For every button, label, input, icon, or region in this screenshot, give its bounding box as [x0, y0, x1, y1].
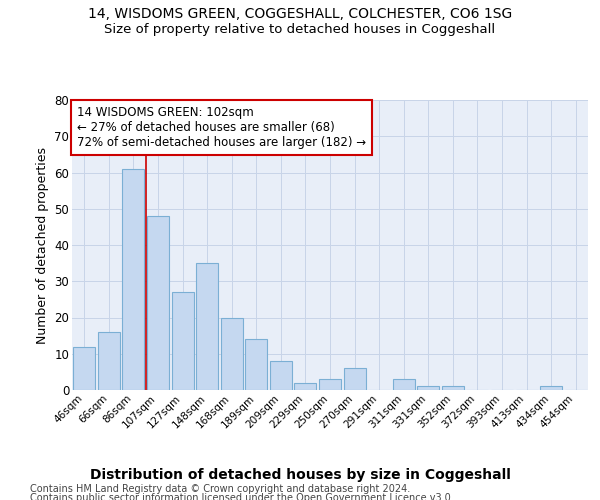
Text: Contains public sector information licensed under the Open Government Licence v3: Contains public sector information licen… — [30, 493, 454, 500]
Bar — [147, 216, 169, 390]
Bar — [122, 169, 145, 390]
Bar — [295, 383, 316, 390]
Bar — [98, 332, 120, 390]
Bar — [540, 386, 562, 390]
Bar — [344, 368, 365, 390]
Text: Distribution of detached houses by size in Coggeshall: Distribution of detached houses by size … — [89, 468, 511, 481]
Bar — [196, 263, 218, 390]
Bar — [319, 379, 341, 390]
Text: Contains HM Land Registry data © Crown copyright and database right 2024.: Contains HM Land Registry data © Crown c… — [30, 484, 410, 494]
Bar — [245, 339, 268, 390]
Text: Size of property relative to detached houses in Coggeshall: Size of property relative to detached ho… — [104, 22, 496, 36]
Bar — [73, 346, 95, 390]
Bar — [172, 292, 194, 390]
Y-axis label: Number of detached properties: Number of detached properties — [36, 146, 49, 344]
Text: 14, WISDOMS GREEN, COGGESHALL, COLCHESTER, CO6 1SG: 14, WISDOMS GREEN, COGGESHALL, COLCHESTE… — [88, 8, 512, 22]
Bar — [417, 386, 439, 390]
Bar — [221, 318, 243, 390]
Bar — [270, 361, 292, 390]
Bar — [442, 386, 464, 390]
Bar — [392, 379, 415, 390]
Text: 14 WISDOMS GREEN: 102sqm
← 27% of detached houses are smaller (68)
72% of semi-d: 14 WISDOMS GREEN: 102sqm ← 27% of detach… — [77, 106, 366, 149]
